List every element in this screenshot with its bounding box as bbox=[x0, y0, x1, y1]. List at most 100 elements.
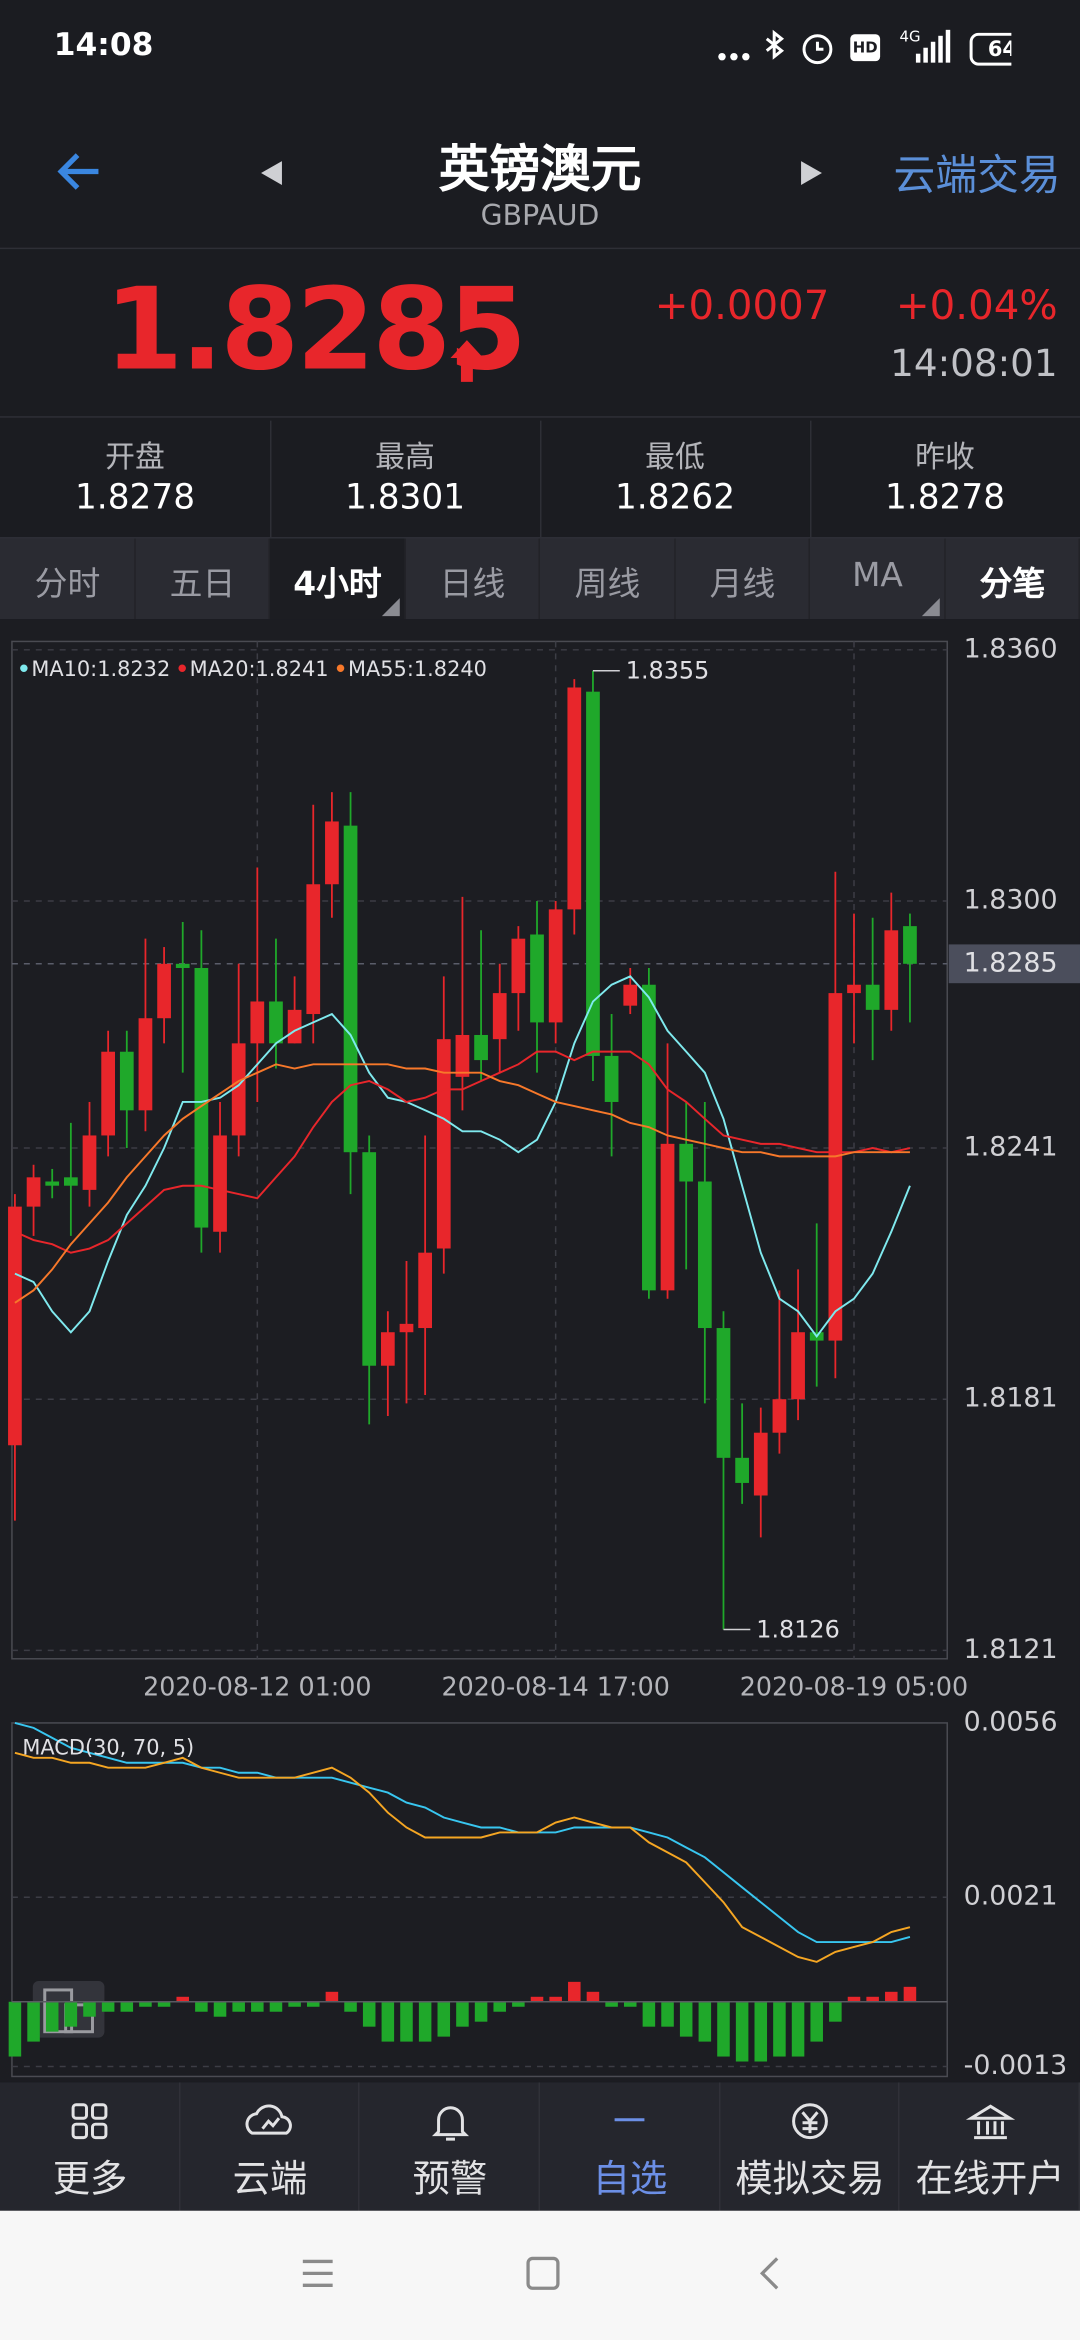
candle-body bbox=[492, 993, 507, 1040]
system-nav-icons bbox=[302, 2256, 779, 2290]
candle-body bbox=[511, 938, 526, 994]
macd-bar bbox=[176, 1996, 189, 2002]
period-tab[interactable]: 月线 bbox=[675, 538, 810, 620]
nav-item[interactable]: 云端 bbox=[180, 2082, 360, 2211]
legend-dot bbox=[336, 664, 345, 673]
period-tab[interactable]: 分笔 bbox=[945, 538, 1080, 620]
candle-body bbox=[26, 1177, 41, 1207]
max-marker-label: 1.8355 bbox=[626, 657, 709, 685]
last-price-label: 1.8285 bbox=[964, 947, 1058, 978]
nav-icon bbox=[72, 2103, 108, 2140]
price-change-percent: +0.04% bbox=[895, 283, 1058, 330]
macd-bar bbox=[474, 2001, 488, 2022]
stat-divider bbox=[809, 420, 812, 538]
nav-label: 更多 bbox=[52, 2157, 128, 2201]
period-tab[interactable]: 五日 bbox=[135, 538, 270, 620]
period-tab[interactable]: 4小时 bbox=[269, 538, 405, 620]
y-tick-label: 1.8300 bbox=[964, 885, 1058, 916]
candle-body bbox=[82, 1135, 97, 1190]
y-tick-label: 1.8121 bbox=[964, 1634, 1058, 1665]
candle-body bbox=[716, 1328, 731, 1458]
candle-body bbox=[604, 1055, 619, 1102]
y-tick-label: -0.0013 bbox=[964, 2050, 1068, 2081]
macd-bar bbox=[754, 2001, 768, 2062]
nav-label: 在线开户 bbox=[915, 2157, 1065, 2201]
macd-title: MACD(30, 70, 5) bbox=[22, 1735, 194, 1759]
x-tick-label: 2020-08-12 01:00 bbox=[143, 1672, 371, 1702]
up-arrow bbox=[450, 340, 484, 382]
macd-bar bbox=[120, 2001, 134, 2012]
prev-symbol[interactable] bbox=[257, 158, 287, 188]
candle-body bbox=[250, 1001, 265, 1044]
stat-label: 昨收 bbox=[915, 438, 975, 475]
candle-body bbox=[399, 1323, 414, 1333]
next-symbol[interactable] bbox=[797, 158, 827, 188]
status-time: 14:08 bbox=[53, 26, 154, 63]
nav-icon bbox=[792, 2103, 828, 2140]
macd-bar bbox=[139, 2001, 152, 2007]
hd-label: HD bbox=[853, 38, 878, 56]
period-tab[interactable]: 日线 bbox=[405, 538, 540, 620]
macd-line bbox=[14, 1751, 911, 1963]
period-tab[interactable]: MA bbox=[810, 538, 945, 620]
candle-body bbox=[380, 1332, 395, 1366]
battery-level: 64 bbox=[988, 37, 1011, 61]
y-tick-label: 1.8360 bbox=[964, 633, 1058, 664]
macd-bar bbox=[512, 2001, 525, 2007]
tab-label: 分时 bbox=[34, 566, 101, 605]
tab-label: MA bbox=[852, 557, 903, 596]
period-tab[interactable]: 分时 bbox=[0, 538, 135, 620]
tab-dropdown-mark bbox=[921, 598, 940, 617]
candle-body bbox=[194, 967, 209, 1228]
candle-body bbox=[623, 984, 638, 1006]
candle-body bbox=[418, 1252, 432, 1329]
stat-value: 1.8278 bbox=[74, 478, 196, 518]
divider bbox=[0, 537, 1080, 539]
x-tick-label: 2020-08-14 17:00 bbox=[441, 1672, 669, 1702]
last-price: 1.8285 bbox=[104, 262, 527, 396]
tab-label: 五日 bbox=[169, 566, 236, 605]
nav-item[interactable]: 在线开户 bbox=[900, 2082, 1080, 2211]
back-button[interactable] bbox=[54, 146, 105, 197]
macd-bar bbox=[493, 2001, 506, 2012]
cloud-trade-link[interactable]: 云端交易 bbox=[893, 150, 1061, 200]
macd-bar bbox=[83, 2001, 96, 2017]
tab-label: 分笔 bbox=[979, 566, 1046, 605]
macd-bar bbox=[232, 2001, 245, 2012]
divider bbox=[0, 247, 1080, 250]
candle-body bbox=[138, 1018, 153, 1111]
nav-item[interactable]: 预警 bbox=[360, 2082, 540, 2211]
macd-bar bbox=[381, 2001, 395, 2042]
macd-bar bbox=[605, 2001, 618, 2007]
candle-body bbox=[753, 1432, 768, 1496]
last-price-box bbox=[948, 944, 1080, 984]
candle-body bbox=[213, 1135, 227, 1232]
nav-item[interactable]: 更多 bbox=[0, 2082, 180, 2211]
candle-body bbox=[865, 984, 880, 1010]
legend-label: MA10:1.8232 bbox=[31, 657, 170, 681]
system-nav bbox=[0, 2210, 1080, 2340]
macd-bar bbox=[101, 2001, 115, 2012]
macd-bar bbox=[362, 2001, 376, 2027]
stat-divider bbox=[269, 420, 272, 538]
ma-line bbox=[14, 1063, 910, 1304]
macd-bar bbox=[866, 1996, 879, 2002]
period-tab[interactable]: 周线 bbox=[540, 538, 675, 620]
network-label: 4G bbox=[900, 27, 921, 45]
macd-bar bbox=[810, 2001, 823, 2042]
macd-bar bbox=[325, 1991, 339, 2002]
nav-item[interactable]: 自选 bbox=[540, 2082, 720, 2211]
candle-body bbox=[642, 984, 656, 1291]
macd-bar bbox=[269, 2001, 283, 2012]
nav-icon bbox=[615, 2118, 645, 2122]
status-icons: HD 4G 64 bbox=[718, 27, 1012, 66]
candle-body bbox=[548, 909, 563, 1023]
macd-bar bbox=[213, 2001, 227, 2017]
y-tick-label: 0.0056 bbox=[964, 1706, 1058, 1737]
nav-item[interactable]: 模拟交易 bbox=[720, 2082, 900, 2211]
macd-bar bbox=[735, 2001, 749, 2062]
tab-label: 日线 bbox=[439, 566, 506, 605]
legend-dot bbox=[178, 664, 186, 673]
candle-body bbox=[45, 1181, 60, 1186]
macd-bar bbox=[568, 1981, 581, 2002]
